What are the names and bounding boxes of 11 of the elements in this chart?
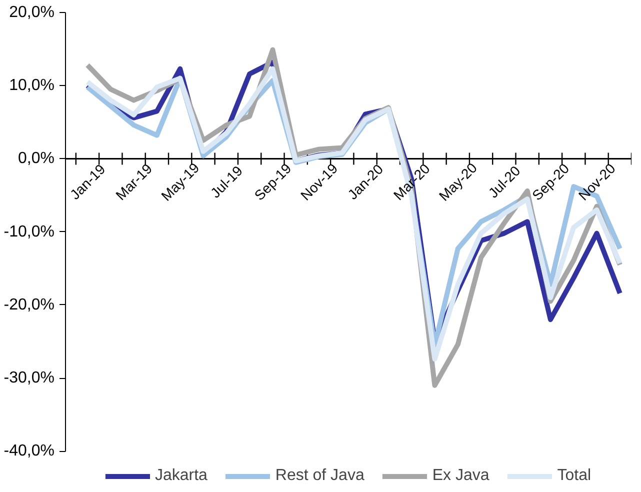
y-tick-label: 0,0% bbox=[18, 150, 54, 168]
legend-label: Jakarta bbox=[154, 467, 208, 485]
y-tick-label: 10,0% bbox=[9, 77, 55, 94]
y-tick-label: -10,0% bbox=[4, 223, 55, 240]
legend-label: Total bbox=[557, 467, 592, 485]
y-tick-label: -40,0% bbox=[4, 442, 55, 460]
y-tick-label: -30,0% bbox=[4, 370, 55, 387]
legend-label: Rest of Java bbox=[275, 467, 364, 485]
y-tick-label: -20,0% bbox=[4, 296, 55, 314]
y-tick-label: 20,0% bbox=[9, 4, 55, 21]
legend-label: Ex Java bbox=[432, 467, 490, 485]
